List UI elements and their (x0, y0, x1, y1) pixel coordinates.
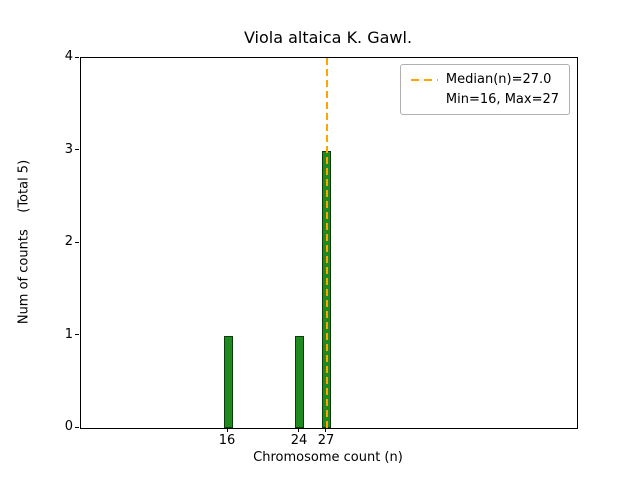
y-tick-label: 3 (64, 141, 73, 157)
x-tick-label: 27 (317, 433, 335, 448)
median-dashed-line-icon (410, 78, 438, 81)
y-tick-label: 4 (64, 49, 73, 64)
chart-title: Viola altaica K. Gawl. (243, 28, 413, 47)
y-tick-label: 0 (64, 419, 73, 434)
legend-label-median: Median(n)=27.0 (445, 72, 552, 87)
legend: Median(n)=27.0 Min=16, Max=27 (399, 64, 570, 115)
legend-label-minmax: Min=16, Max=27 (445, 92, 559, 107)
y-tick (75, 241, 79, 243)
bar (295, 335, 305, 428)
y-tick (75, 149, 79, 150)
y-tick (75, 334, 79, 335)
x-tick (325, 428, 327, 432)
x-tick-label: 24 (290, 433, 308, 448)
legend-entry-median: Median(n)=27.0 (410, 72, 559, 87)
y-tick-label: 1 (64, 326, 73, 342)
plot-area: Median(n)=27.0 Min=16, Max=27 (80, 57, 578, 429)
y-tick-label: 2 (64, 234, 73, 249)
y-tick (75, 56, 79, 58)
x-axis-label: Chromosome count (n) (253, 450, 403, 465)
bar (223, 335, 233, 428)
legend-entry-minmax: Min=16, Max=27 (411, 92, 559, 107)
legend-empty-symbol (411, 99, 438, 101)
x-tick-label: 16 (218, 433, 236, 448)
y-tick (75, 426, 79, 428)
x-tick (226, 428, 228, 432)
median-line (325, 58, 328, 428)
x-tick (298, 428, 300, 432)
y-axis-label: Num of counts (Total 5) (16, 159, 32, 325)
